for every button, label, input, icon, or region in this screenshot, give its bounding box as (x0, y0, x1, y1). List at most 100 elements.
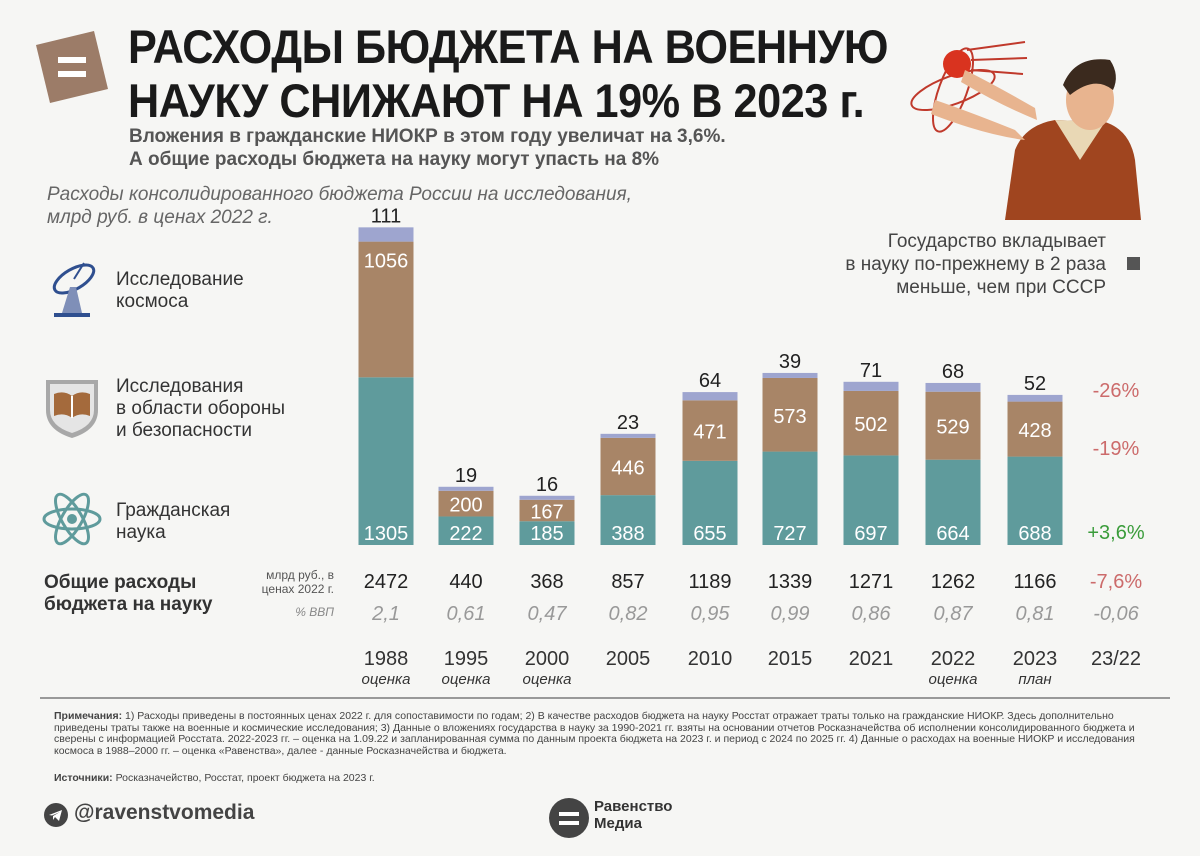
year-label: 2021 (849, 648, 894, 670)
year-note: оценка (442, 671, 491, 688)
year-label: 1988 (364, 648, 409, 670)
legend-label-civil: Гражданская наука (116, 500, 231, 543)
bar-label-civil: 688 (1018, 523, 1051, 545)
caption-line: Расходы консолидированного бюджета Росси… (47, 184, 632, 205)
bar-segment-space (682, 392, 738, 401)
subtitle-line: Вложения в гражданские НИОКР в этом году… (129, 126, 726, 147)
bar-label-space: 16 (536, 474, 558, 496)
bar-segment-space (600, 433, 656, 438)
bar-label-defense: 167 (530, 501, 563, 523)
year-label: 2023 (1013, 648, 1058, 670)
total-value: 1271 (849, 571, 894, 593)
change-civil: +3,6% (1087, 522, 1144, 544)
bar-segment-civil (843, 455, 899, 545)
change-header: 23/22 (1091, 648, 1141, 670)
bar-label-civil: 388 (611, 523, 644, 545)
bar-segment-defense (358, 241, 414, 378)
brand-logo-icon (36, 31, 108, 103)
brand-name: Равенство Медиа (594, 798, 673, 832)
bar-segment-space (762, 372, 818, 378)
chart-caption: Расходы консолидированного бюджета Росси… (47, 183, 632, 229)
year-label: 2022 (931, 648, 976, 670)
bar-label-civil: 727 (773, 523, 806, 545)
total-value: 1189 (688, 571, 731, 593)
change-total: -7,6% (1090, 571, 1142, 593)
bar-segment-space (519, 495, 575, 500)
bar-segment-defense (925, 391, 981, 460)
gdp-share-value: 0,86 (852, 603, 892, 625)
notes: Примечания: 1) Расходы приведены в посто… (54, 710, 1169, 757)
bar-segment-defense (843, 390, 899, 456)
bar-segment-civil (519, 521, 575, 545)
bar-label-civil: 1305 (364, 523, 409, 545)
sources: Источники: Росказначейство, Росстат, про… (54, 772, 375, 784)
bar-segment-defense (519, 499, 575, 522)
subtitle-line: А общие расходы бюджета на науку могут у… (129, 149, 660, 170)
atom-icon (42, 492, 102, 546)
bar-segment-defense (600, 437, 656, 496)
bar-segment-civil (358, 377, 414, 545)
caption-line: млрд руб. в ценах 2022 г. (47, 207, 273, 228)
bar-label-civil: 697 (854, 523, 887, 545)
notes-label: Примечания: (54, 710, 123, 722)
total-value: 440 (449, 571, 482, 593)
bar-label-space: 111 (371, 205, 401, 227)
gdp-share-value: 0,61 (447, 603, 486, 625)
bar-label-civil: 185 (530, 523, 563, 545)
bar-segment-defense (682, 400, 738, 461)
bar-label-civil: 664 (936, 523, 969, 545)
bar-label-space: 23 (617, 412, 639, 434)
notes-text: 1) Расходы приведены в постоянных ценах … (54, 710, 1135, 757)
bar-segment-space (843, 381, 899, 391)
bar-segment-civil (438, 516, 494, 545)
bar-segment-space (1007, 394, 1063, 402)
gdp-share-value: 0,82 (609, 603, 648, 625)
social-handle-link[interactable]: @ravenstvomedia (74, 801, 255, 824)
bar-label-space: 52 (1024, 373, 1046, 395)
total-value: 2472 (364, 571, 409, 593)
unit-label-gdp: % ВВП (295, 605, 334, 619)
bar-label-space: 64 (699, 370, 721, 392)
bar-segment-civil (1007, 456, 1063, 545)
gdp-share-value: 2,1 (371, 603, 400, 625)
bar-label-defense: 529 (936, 417, 969, 439)
gdp-share-value: 0,87 (934, 603, 974, 625)
callout-line: в науку по-прежнему в 2 раза (845, 254, 1106, 275)
bar-label-civil: 655 (693, 523, 726, 545)
year-note: оценка (362, 671, 411, 688)
gdp-share-value: 0,95 (691, 603, 731, 625)
total-value: 1339 (768, 571, 813, 593)
bar-segment-space (925, 382, 981, 392)
callout-marker (1127, 257, 1140, 270)
subtitle: Вложения в гражданские НИОКР в этом году… (129, 125, 726, 171)
divider (40, 697, 1170, 699)
page-title: РАСХОДЫ БЮДЖЕТА НА ВОЕННУЮ НАУКУ СНИЖАЮТ… (128, 20, 888, 128)
year-label: 2000 (525, 648, 570, 670)
sources-label: Источники: (54, 772, 113, 784)
bar-segment-space (358, 227, 414, 242)
bar-label-defense: 502 (854, 414, 887, 436)
change-space: -26% (1093, 380, 1140, 402)
bar-label-space: 68 (942, 361, 964, 383)
shield-book-icon (46, 380, 98, 438)
brand-logo-icon (549, 798, 589, 838)
bar-label-space: 19 (455, 465, 477, 487)
bar-label-civil: 222 (449, 523, 482, 545)
bar-label-defense: 573 (773, 406, 806, 428)
unit-label-rub: млрд руб., в ценах 2022 г. (261, 568, 334, 596)
bar-segment-defense (762, 377, 818, 452)
year-note: оценка (523, 671, 572, 688)
year-label: 2005 (606, 648, 651, 670)
year-label: 2015 (768, 648, 813, 670)
year-note: план (1018, 671, 1051, 688)
bar-segment-space (438, 486, 494, 491)
legend-label-defense: Исследования в области обороны и безопас… (116, 376, 286, 441)
bar-segment-civil (925, 459, 981, 545)
callout-line: Государство вкладывает (887, 231, 1106, 252)
total-value: 1166 (1013, 571, 1056, 593)
sources-text: Росказначейство, Росстат, проект бюджета… (112, 772, 375, 784)
telegram-icon[interactable] (44, 803, 68, 827)
bar-label-space: 71 (860, 360, 882, 382)
bar-segment-defense (438, 490, 494, 517)
total-value: 368 (530, 571, 563, 593)
